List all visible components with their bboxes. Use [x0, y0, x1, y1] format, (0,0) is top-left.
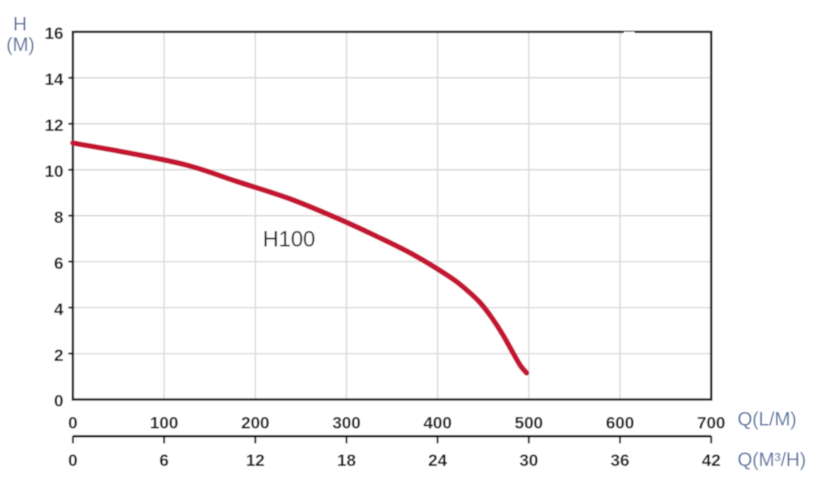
- svg-text:14: 14: [45, 70, 64, 89]
- svg-text:0: 0: [68, 413, 77, 432]
- svg-text:(M): (M): [6, 35, 34, 56]
- svg-text:0: 0: [54, 392, 63, 411]
- svg-text:Q(L/M): Q(L/M): [738, 409, 797, 430]
- svg-text:36: 36: [611, 451, 630, 470]
- svg-text:10: 10: [45, 162, 64, 181]
- svg-text:300: 300: [332, 413, 360, 432]
- svg-text:6: 6: [159, 451, 168, 470]
- svg-text:12: 12: [45, 116, 64, 135]
- svg-text:6: 6: [54, 254, 63, 273]
- svg-text:16: 16: [45, 24, 64, 43]
- svg-text:8: 8: [54, 208, 63, 227]
- svg-text:H: H: [13, 15, 27, 36]
- svg-text:Q(M³/H): Q(M³/H): [738, 450, 807, 471]
- svg-text:H100: H100: [263, 227, 316, 252]
- svg-text:0: 0: [68, 451, 77, 470]
- svg-text:18: 18: [337, 451, 356, 470]
- svg-text:600: 600: [606, 413, 634, 432]
- svg-text:24: 24: [428, 451, 447, 470]
- svg-text:4: 4: [54, 300, 64, 319]
- svg-text:100: 100: [150, 413, 178, 432]
- svg-text:2: 2: [54, 346, 63, 365]
- svg-text:500: 500: [515, 413, 543, 432]
- svg-text:200: 200: [241, 413, 269, 432]
- svg-text:30: 30: [519, 451, 538, 470]
- svg-text:42: 42: [702, 451, 721, 470]
- svg-text:12: 12: [246, 451, 265, 470]
- svg-text:700: 700: [697, 413, 725, 432]
- svg-text:400: 400: [423, 413, 451, 432]
